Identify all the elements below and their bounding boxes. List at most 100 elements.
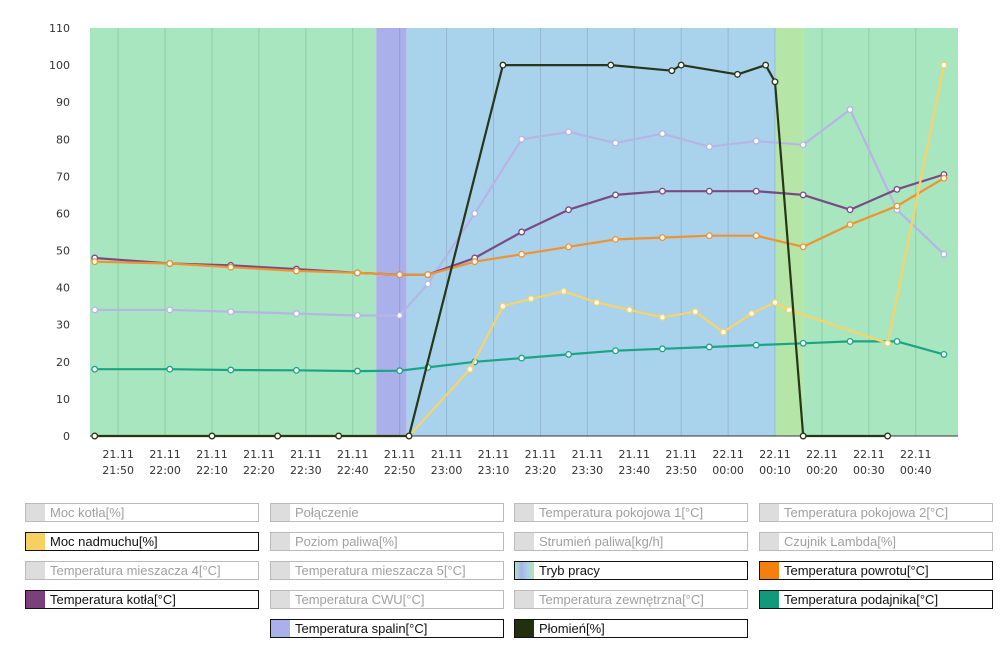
legend-swatch xyxy=(271,591,290,608)
legend-item[interactable]: Tryb pracy xyxy=(514,561,748,580)
data-point xyxy=(518,228,526,236)
legend-item[interactable]: Czujnik Lambda[%] xyxy=(759,532,993,551)
y-tick-label: 20 xyxy=(56,356,70,369)
legend-label: Poziom paliwa[%] xyxy=(295,534,398,549)
data-point xyxy=(292,366,300,374)
x-tick-date: 21.11 xyxy=(243,448,275,461)
legend-item[interactable]: Poziom paliwa[%] xyxy=(270,532,504,551)
legend-item[interactable]: Temperatura pokojowa 1[°C] xyxy=(514,503,748,522)
legend-item[interactable]: Moc kotła[%] xyxy=(25,503,259,522)
data-point xyxy=(91,365,99,373)
x-tick-time: 23:10 xyxy=(478,464,510,477)
series-lines xyxy=(91,61,948,440)
data-point xyxy=(466,365,474,373)
data-point xyxy=(771,78,779,86)
legend-swatch xyxy=(26,504,45,521)
legend-item[interactable]: Temperatura spalin[°C] xyxy=(270,619,504,638)
data-point xyxy=(752,232,760,240)
x-tick-date: 21.11 xyxy=(525,448,557,461)
data-point xyxy=(227,366,235,374)
legend-label: Temperatura mieszacza 4[°C] xyxy=(50,563,221,578)
y-tick-label: 80 xyxy=(56,133,70,146)
data-point xyxy=(166,260,174,267)
x-tick-time: 00:10 xyxy=(759,464,791,477)
series-line-3 xyxy=(94,177,945,276)
data-point xyxy=(607,61,615,69)
data-point xyxy=(396,312,404,319)
legend-label: Temperatura CWU[°C] xyxy=(295,592,425,607)
data-point xyxy=(612,235,619,243)
data-point xyxy=(471,258,479,266)
legend-item[interactable]: Temperatura zewnętrzna[°C] xyxy=(514,590,748,609)
data-point xyxy=(499,302,507,310)
y-tick-label: 100 xyxy=(49,59,70,72)
legend-item[interactable]: Moc nadmuchu[%] xyxy=(25,532,259,551)
data-point xyxy=(752,187,760,195)
legend-item[interactable]: Temperatura kotła[°C] xyxy=(25,590,259,609)
data-point xyxy=(612,347,619,355)
x-axis: 21.11 21:50 21.11 22:00 21.11 22:10 21.11 22:20… xyxy=(102,448,931,477)
legend-swatch xyxy=(271,620,290,637)
data-point xyxy=(353,312,361,319)
data-point xyxy=(471,210,479,217)
legend-item[interactable]: Płomień[%] xyxy=(514,619,748,638)
legend-label: Czujnik Lambda[%] xyxy=(784,534,896,549)
data-point xyxy=(424,280,432,288)
data-point xyxy=(518,354,526,362)
y-tick-label: 90 xyxy=(56,96,70,109)
legend-item[interactable]: Temperatura powrotu[°C] xyxy=(759,561,993,580)
legend-item[interactable]: Połączenie xyxy=(270,503,504,522)
data-point xyxy=(752,137,760,145)
legend-item[interactable]: Temperatura podajnika[°C] xyxy=(759,590,993,609)
legend-item[interactable]: Temperatura mieszacza 5[°C] xyxy=(270,561,504,580)
legend-item[interactable]: Temperatura mieszacza 4[°C] xyxy=(25,561,259,580)
legend-swatch xyxy=(760,504,779,521)
y-tick-label: 50 xyxy=(56,245,70,258)
data-point xyxy=(799,339,807,347)
x-tick-date: 21.11 xyxy=(384,448,416,461)
x-tick-date: 21.11 xyxy=(102,448,134,461)
x-tick-date: 21.11 xyxy=(665,448,697,461)
data-point xyxy=(940,250,948,258)
data-point xyxy=(527,295,535,303)
x-tick-date: 22.11 xyxy=(900,448,932,461)
data-point xyxy=(518,250,526,258)
x-tick-time: 23:00 xyxy=(431,464,463,477)
data-point xyxy=(884,432,892,440)
data-point xyxy=(396,271,404,279)
data-point xyxy=(658,130,666,138)
y-tick-label: 60 xyxy=(56,207,70,220)
mode-band-4 xyxy=(803,28,958,436)
legend-swatch xyxy=(515,504,534,521)
legend-label: Temperatura zewnętrzna[°C] xyxy=(539,592,704,607)
x-tick-date: 21.11 xyxy=(196,448,228,461)
x-tick-time: 23:40 xyxy=(618,464,650,477)
y-tick-label: 10 xyxy=(56,393,70,406)
x-tick-date: 21.11 xyxy=(431,448,463,461)
x-tick-time: 00:30 xyxy=(853,464,885,477)
legend-swatch xyxy=(515,533,534,550)
legend-item[interactable]: Temperatura CWU[°C] xyxy=(270,590,504,609)
legend-item[interactable]: Strumień paliwa[kg/h] xyxy=(514,532,748,551)
data-point xyxy=(499,61,507,69)
data-point xyxy=(785,306,793,314)
data-point xyxy=(612,191,619,199)
data-point xyxy=(227,263,235,271)
data-point xyxy=(799,141,807,149)
data-point xyxy=(940,61,948,69)
legend-swatch xyxy=(271,533,290,550)
legend-label: Temperatura powrotu[°C] xyxy=(784,563,929,578)
mode-bands xyxy=(90,28,958,436)
data-point xyxy=(846,221,854,229)
data-point xyxy=(227,308,235,316)
data-point xyxy=(518,135,526,143)
data-point xyxy=(762,61,770,69)
series-line-1 xyxy=(94,108,945,317)
data-point xyxy=(748,310,756,318)
data-point xyxy=(565,206,573,214)
legend-label: Moc nadmuchu[%] xyxy=(50,534,158,549)
legend-swatch xyxy=(760,533,779,550)
x-tick-time: 22:10 xyxy=(196,464,228,477)
legend-item[interactable]: Temperatura pokojowa 2[°C] xyxy=(759,503,993,522)
data-point xyxy=(893,185,901,193)
